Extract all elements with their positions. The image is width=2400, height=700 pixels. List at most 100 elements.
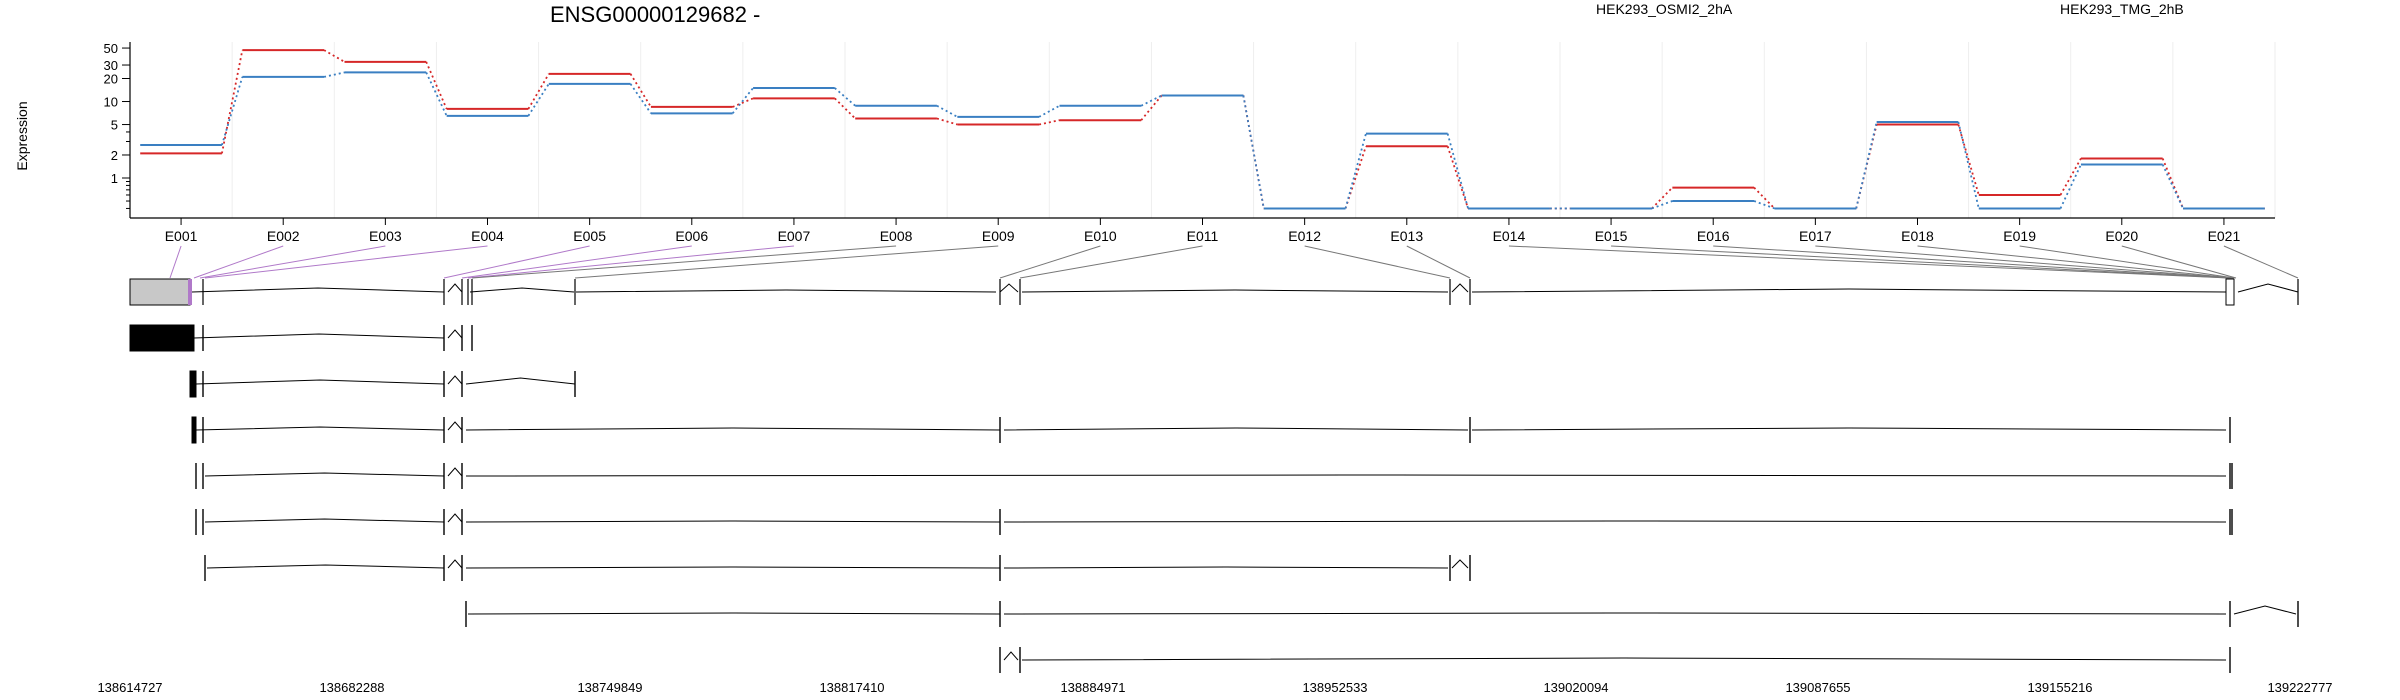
exon-connector [2019, 245, 2235, 279]
series-connector [1446, 145, 1469, 209]
series-connector [2161, 158, 2184, 209]
intron-line [2237, 283, 2299, 293]
series-connector [221, 76, 244, 146]
intron-line [1003, 427, 1469, 431]
intron-line [447, 421, 463, 431]
exon-connector [467, 245, 794, 279]
x-tick-label: E003 [369, 228, 402, 244]
coordinate-label: 139020094 [1543, 680, 1608, 695]
series-connector [732, 97, 754, 108]
x-tick-label: E001 [165, 228, 198, 244]
x-tick-label: E012 [1288, 228, 1321, 244]
intron-line [465, 377, 576, 385]
exon-connector [2223, 245, 2299, 279]
series-connector [323, 71, 345, 78]
series-connector [425, 61, 448, 110]
series-connector [323, 49, 345, 63]
exon-connector [461, 245, 692, 279]
grid-lines [129, 42, 2276, 218]
series-connector [527, 83, 550, 117]
exon-connector [204, 245, 488, 279]
y-tick-label: 1 [111, 171, 118, 186]
coordinate-label: 138614727 [97, 680, 162, 695]
y-axis-label: Expression [14, 101, 30, 170]
intron-line [206, 564, 445, 569]
intron-line [469, 287, 575, 293]
intron-line [447, 329, 463, 339]
x-tick-label: E004 [471, 228, 504, 244]
exon-connector [199, 245, 386, 279]
intron-line [999, 283, 1019, 293]
exon-connector [443, 245, 590, 279]
series-lines [140, 49, 2265, 210]
y-tick-label: 2 [111, 148, 118, 163]
exon-connector [1815, 245, 2233, 279]
intron-line [447, 467, 463, 477]
exon-block [129, 324, 195, 352]
series-connector [1242, 95, 1265, 209]
series-connector [2059, 164, 2082, 209]
intron-line [467, 612, 1001, 615]
exon-connector [169, 245, 182, 279]
x-tick-label: E009 [982, 228, 1015, 244]
coordinate-label: 139222777 [2267, 680, 2332, 695]
series-connector [1038, 104, 1060, 118]
series-connector [936, 104, 958, 118]
intron-line [465, 566, 1001, 569]
coordinate-label: 138817410 [819, 680, 884, 695]
exon-block [188, 279, 192, 305]
intron-line [195, 379, 445, 385]
x-tick-label: E015 [1595, 228, 1628, 244]
x-tick-labels: E001 E002 E003 E004 E005 E006 E007 E008 E009 E010… [165, 228, 2241, 244]
y-tick-label: 10 [104, 95, 118, 110]
x-tick-label: E006 [675, 228, 708, 244]
exon-connector [999, 245, 1101, 279]
intron-line [204, 472, 445, 477]
intron-line [1003, 651, 1019, 661]
x-tick-label: E021 [2208, 228, 2241, 244]
intron-line [447, 559, 463, 569]
intron-line [465, 520, 1001, 523]
legend-entry-tmg: HEK293_TMG_2hB [2060, 1, 2184, 17]
y-tick-label: 50 [104, 41, 118, 56]
x-tick-label: E018 [1901, 228, 1934, 244]
intron-line [447, 283, 463, 293]
series-connector [1140, 94, 1163, 107]
chart-title: ENSG00000129682 - [550, 2, 760, 27]
exon-block [129, 278, 191, 306]
series-connector [629, 73, 652, 108]
intron-line [575, 289, 997, 293]
exon-connector [1917, 245, 2234, 279]
exon-connector [471, 245, 897, 279]
series-connector [1140, 94, 1163, 121]
transcript-models [129, 278, 2299, 673]
coordinate-label: 138749849 [577, 680, 642, 695]
y-tick-label: 5 [111, 118, 118, 133]
x-tick-label: E011 [1187, 228, 1219, 244]
intron-line [204, 518, 445, 523]
axes [122, 42, 2275, 225]
exon-connector [1611, 245, 2231, 279]
exon-connector [1019, 245, 1203, 279]
intron-line [1471, 288, 2227, 293]
x-tick-label: E016 [1697, 228, 1730, 244]
exon-connector [1508, 245, 2230, 279]
exon-connector [1304, 245, 1451, 279]
exon-block [189, 370, 197, 398]
exon-connector [193, 245, 284, 279]
series-connector [1038, 119, 1060, 126]
intron-line [2233, 605, 2297, 615]
intron-line [1003, 566, 1449, 569]
series-connector [1753, 200, 1775, 210]
intron-line [193, 333, 445, 339]
x-tick-label: E005 [573, 228, 606, 244]
intron-line [1003, 612, 2227, 615]
coordinate-label: 139087655 [1785, 680, 1850, 695]
intron-line [1003, 520, 2227, 523]
x-tick-label: E002 [267, 228, 300, 244]
series-connector [1957, 124, 1980, 196]
coordinate-label: 138952533 [1302, 680, 1367, 695]
intron-line [465, 427, 1001, 431]
